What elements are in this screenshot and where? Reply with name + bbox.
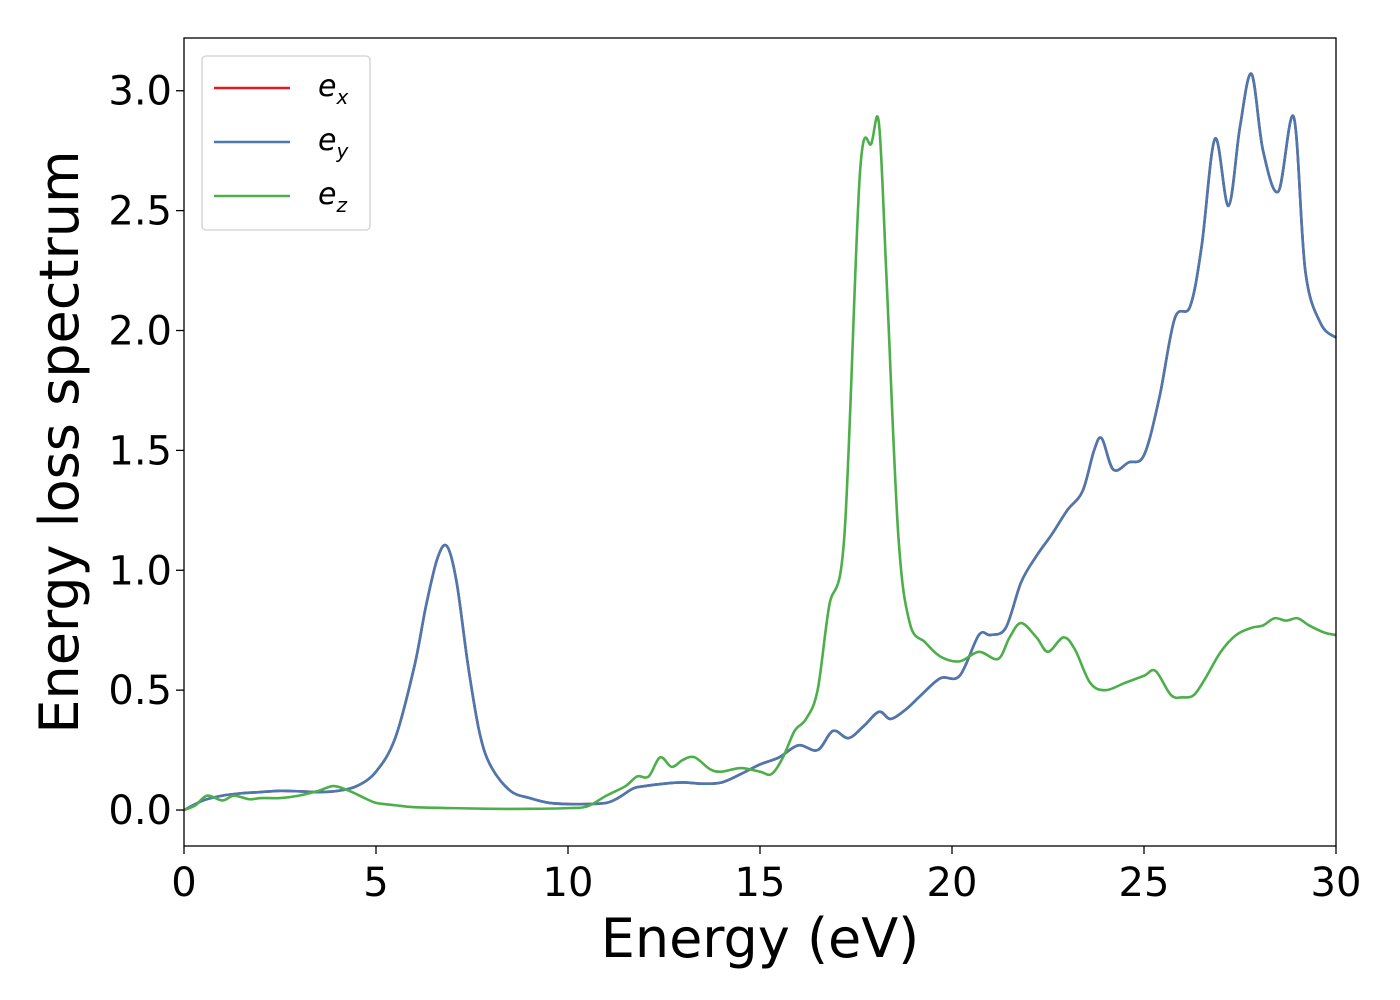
y-tick-label: 1.5 [108, 428, 172, 474]
series-line-ez [183, 115, 1337, 812]
series-line-ey [183, 72, 1337, 812]
x-axis-label: Energy (eV) [601, 907, 920, 970]
y-tick-label: 3.0 [108, 69, 172, 115]
x-axis: 0 5 10 15 20 25 30 [171, 846, 1361, 906]
x-tick-label: 20 [927, 860, 978, 906]
y-tick-label: 2.5 [108, 189, 172, 235]
x-tick-label: 10 [543, 860, 594, 906]
x-tick-label: 0 [171, 860, 196, 906]
x-tick-label: 25 [1119, 860, 1170, 906]
x-tick-label: 30 [1311, 860, 1362, 906]
y-tick-label: 1.0 [108, 548, 172, 594]
y-tick-label: 0.0 [108, 788, 172, 834]
y-axis: 0.0 0.5 1.0 1.5 2.0 2.5 3.0 [108, 69, 184, 834]
x-tick-label: 15 [735, 860, 786, 906]
plot-background [184, 38, 1336, 846]
series-layer [183, 72, 1337, 812]
x-tick-label: 5 [363, 860, 388, 906]
y-tick-label: 2.0 [108, 309, 172, 355]
y-tick-label: 0.5 [108, 668, 172, 714]
y-axis-label: Energy loss spectrum [28, 150, 91, 733]
